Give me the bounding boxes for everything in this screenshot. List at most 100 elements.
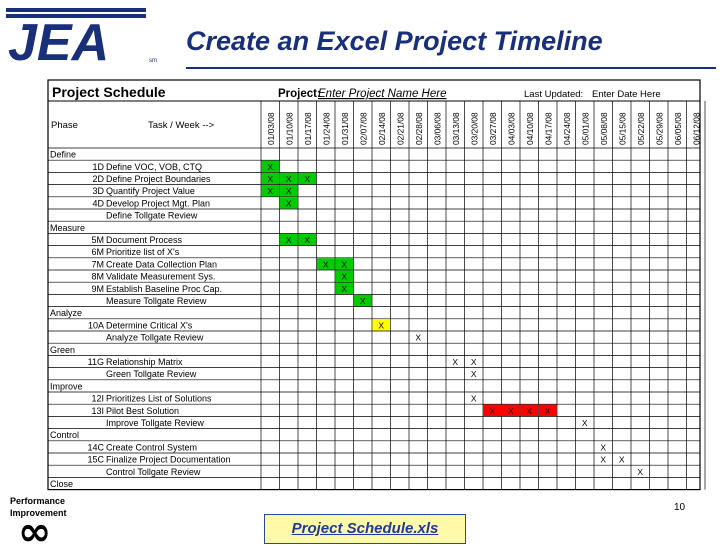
last-updated-label: Last Updated: <box>524 89 583 100</box>
gantt-mark: X <box>471 357 477 367</box>
project-name: Enter Project Name Here <box>318 88 446 100</box>
week-date-label: 05/08/08 <box>599 112 609 145</box>
gantt-cell-red <box>538 404 557 416</box>
gantt-mark: X <box>600 442 606 452</box>
task-label: Relationship Matrix <box>106 357 183 367</box>
week-date-label: 04/10/08 <box>525 112 535 145</box>
week-date-label: 06/05/08 <box>673 112 683 145</box>
page-title: Create an Excel Project Timeline <box>186 26 603 56</box>
task-column-header: Task / Week --> <box>148 120 215 131</box>
project-schedule-link[interactable]: Project Schedule.xls <box>291 520 439 537</box>
gantt-cell-green <box>298 172 317 185</box>
gantt-mark: X <box>471 369 477 379</box>
gantt-cell-green <box>261 172 280 185</box>
task-id: 13I <box>91 406 104 416</box>
gantt-cell-red <box>483 404 502 416</box>
gantt-cell-green <box>353 294 372 307</box>
gantt-cell-green <box>279 233 298 246</box>
gantt-mark: X <box>452 357 458 367</box>
task-label: Define Project Boundaries <box>106 174 211 184</box>
phase-label: Control <box>50 430 79 440</box>
task-label: Analyze Tollgate Review <box>106 333 204 343</box>
gantt-cell-green <box>316 258 335 270</box>
week-date-label: 02/14/08 <box>377 112 387 145</box>
task-label: Improve Tollgate Review <box>106 418 204 428</box>
gantt-mark: X <box>526 406 532 416</box>
gantt-mark: X <box>619 455 625 465</box>
phase-label: Green <box>50 345 75 355</box>
task-label: Pilot Best Solution <box>106 406 179 416</box>
gantt-mark: X <box>508 406 514 416</box>
gantt-mark: X <box>545 406 551 416</box>
task-id: 7M <box>91 259 104 269</box>
gantt-mark: X <box>286 186 292 196</box>
performance-improvement-logo: Performance Improvement ∞ <box>10 496 67 546</box>
task-id: 10A <box>88 320 104 330</box>
week-date-label: 03/20/08 <box>469 112 479 145</box>
infinity-icon: ∞ <box>18 509 51 546</box>
task-label: Create Data Collection Plan <box>106 259 217 269</box>
task-label: Establish Baseline Proc Cap. <box>106 284 222 294</box>
gantt-mark: X <box>323 259 329 269</box>
last-updated-value: Enter Date Here <box>592 89 661 100</box>
file-link-box[interactable]: Project Schedule.xls <box>264 514 466 544</box>
task-label: Green Tollgate Review <box>106 369 197 379</box>
sheet-heading: Project Schedule <box>52 84 166 100</box>
task-label: Measure Tollgate Review <box>106 296 207 306</box>
gantt-cell-green <box>335 270 354 282</box>
gantt-mark: X <box>341 284 347 294</box>
gantt-cell-green <box>335 258 354 270</box>
perf-line1: Performance <box>10 496 65 506</box>
week-date-label: 01/31/08 <box>340 112 350 145</box>
phase-column-header: Phase <box>51 120 78 131</box>
task-label: Prioritize list of X's <box>106 247 180 257</box>
gantt-mark: X <box>341 259 347 269</box>
gantt-mark: X <box>415 333 421 343</box>
task-id: 12I <box>91 394 104 404</box>
task-id: 11G <box>88 357 104 367</box>
week-date-label: 01/03/08 <box>266 112 276 145</box>
logo-service-mark: sm <box>149 58 157 64</box>
week-date-label: 02/21/08 <box>395 112 405 145</box>
task-label: Define Tollgate Review <box>106 211 198 221</box>
gantt-mark: X <box>267 186 273 196</box>
task-id: 5M <box>91 235 104 245</box>
gantt-mark: X <box>378 320 384 330</box>
task-id: 4D <box>92 198 104 208</box>
gantt-mark: X <box>304 174 310 184</box>
week-date-label: 05/01/08 <box>580 112 590 145</box>
week-date-label: 04/17/08 <box>543 112 553 145</box>
gantt-cell-red <box>501 404 520 416</box>
gantt-mark: X <box>489 406 495 416</box>
jea-logo: JEA sm <box>6 8 157 66</box>
gantt-mark: X <box>341 272 347 282</box>
gantt-mark: X <box>600 455 606 465</box>
task-label: Document Process <box>106 235 183 245</box>
gantt-mark: X <box>286 174 292 184</box>
task-id: 14C <box>87 442 104 452</box>
week-date-label: 01/24/08 <box>321 112 331 145</box>
task-id: 1D <box>92 162 104 172</box>
task-label: Control Tollgate Review <box>106 467 201 477</box>
task-id: 2D <box>92 174 104 184</box>
gantt-cell-yellow <box>372 319 391 331</box>
week-date-label: 02/07/08 <box>358 112 368 145</box>
task-id: 6M <box>91 247 104 257</box>
gantt-cell-green <box>279 197 298 209</box>
gantt-mark: X <box>286 235 292 245</box>
task-label: Validate Measurement Sys. <box>106 272 215 282</box>
gantt-mark: X <box>360 296 366 306</box>
gantt-mark: X <box>637 467 643 477</box>
gantt-mark: X <box>582 418 588 428</box>
gantt-mark: X <box>267 162 273 172</box>
week-date-label: 01/17/08 <box>303 112 313 145</box>
week-date-label: 03/13/08 <box>451 112 461 145</box>
gantt-cell-green <box>279 185 298 197</box>
title-underline <box>186 67 716 69</box>
phase-label: Define <box>50 150 76 160</box>
task-label: Finalize Project Documentation <box>106 455 231 465</box>
sheet-frame <box>47 79 701 491</box>
gantt-cell-green <box>261 160 280 172</box>
task-label: Define VOC, VOB, CTQ <box>106 162 202 172</box>
